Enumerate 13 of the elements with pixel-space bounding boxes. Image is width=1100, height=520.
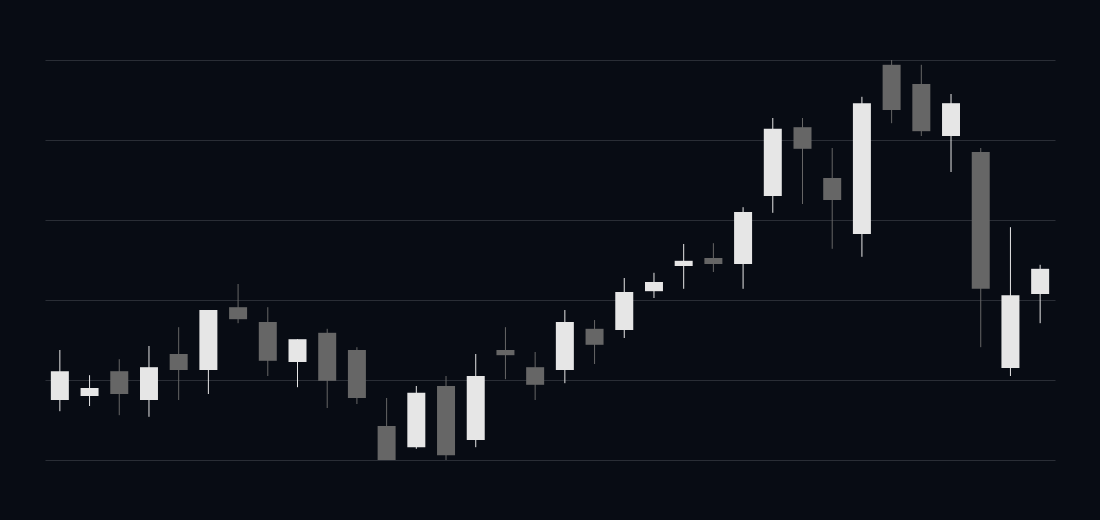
candlestick bbox=[80, 374, 99, 407]
candlestick bbox=[110, 358, 129, 416]
candlestick bbox=[674, 243, 693, 290]
candlestick bbox=[704, 242, 723, 273]
candlestick bbox=[823, 147, 842, 250]
candlestick bbox=[169, 326, 188, 401]
candlestick bbox=[229, 283, 248, 324]
candlestick bbox=[288, 338, 307, 388]
candlestick bbox=[644, 272, 663, 299]
candlestick bbox=[585, 319, 604, 365]
candlestick bbox=[793, 117, 812, 205]
candlestick bbox=[526, 351, 545, 401]
candlestick bbox=[496, 326, 515, 380]
